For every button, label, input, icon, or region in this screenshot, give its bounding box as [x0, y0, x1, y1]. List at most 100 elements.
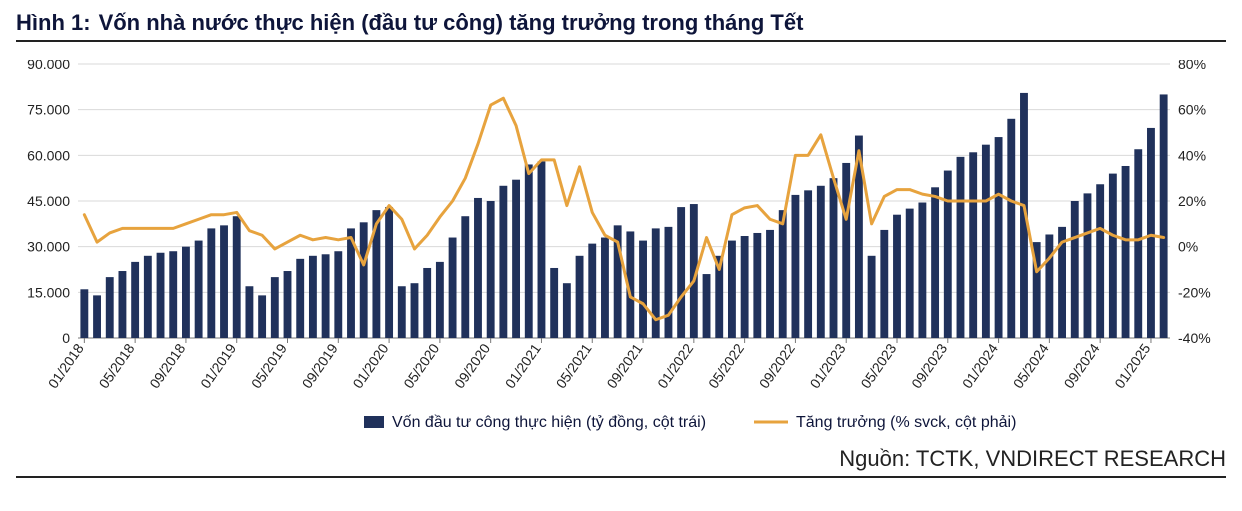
bar	[385, 207, 393, 338]
bar	[157, 253, 165, 338]
bar	[144, 256, 152, 338]
bar	[779, 210, 787, 338]
figure-title-row: Hình 1: Vốn nhà nước thực hiện (đầu tư c…	[16, 10, 1226, 42]
bar	[906, 209, 914, 338]
bar	[487, 201, 495, 338]
bar	[893, 215, 901, 338]
bar	[804, 190, 812, 338]
combo-chart: 0 15.000 30.000 45.000 60.000 75.000 90.000 -40…	[16, 60, 1226, 440]
bar	[652, 228, 660, 338]
bar	[728, 241, 736, 338]
legend-label-bar: Vốn đầu tư công thực hiện (tỷ đồng, cột …	[392, 414, 706, 431]
bar	[931, 187, 939, 338]
bar	[449, 238, 457, 338]
bar	[880, 230, 888, 338]
y-right-tick: 80%	[1178, 60, 1206, 72]
y-left-tick: 45.000	[27, 193, 70, 209]
bar	[1096, 184, 1104, 338]
bar	[753, 233, 761, 338]
y-left-tick: 0	[62, 330, 70, 346]
figure-source: Nguồn: TCTK, VNDIRECT RESEARCH	[16, 442, 1226, 478]
y-right-tick: 40%	[1178, 147, 1206, 163]
bar	[195, 241, 203, 338]
bar	[423, 268, 431, 338]
figure-label: Hình 1:	[16, 10, 91, 36]
y-left-tick: 60.000	[27, 147, 70, 163]
bar	[1084, 193, 1092, 338]
y-right-tick: 60%	[1178, 102, 1206, 118]
bar	[284, 271, 292, 338]
bar	[766, 230, 774, 338]
bar	[182, 247, 190, 338]
bar	[512, 180, 520, 338]
bar	[741, 236, 749, 338]
bar	[982, 145, 990, 338]
y-left-tick: 90.000	[27, 60, 70, 72]
legend: Vốn đầu tư công thực hiện (tỷ đồng, cột …	[364, 414, 1016, 431]
bar	[80, 289, 88, 338]
bar	[499, 186, 507, 338]
bar	[245, 286, 253, 338]
bar	[538, 161, 546, 338]
y-right-tick: 20%	[1178, 193, 1206, 209]
bar	[1109, 174, 1117, 338]
bar	[918, 203, 926, 338]
bar	[296, 259, 304, 338]
bar	[995, 137, 1003, 338]
bar	[791, 195, 799, 338]
legend-swatch-bar	[364, 416, 384, 428]
bar	[576, 256, 584, 338]
bar	[665, 227, 673, 338]
bar	[474, 198, 482, 338]
y-left-tick: 75.000	[27, 102, 70, 118]
bar	[703, 274, 711, 338]
bar	[169, 251, 177, 338]
bar	[601, 238, 609, 338]
source-prefix: Nguồn:	[839, 446, 916, 471]
bar	[1007, 119, 1015, 338]
y-right-tick: 0%	[1178, 239, 1198, 255]
bar	[1071, 201, 1079, 338]
bar	[550, 268, 558, 338]
bar	[322, 254, 330, 338]
bar	[233, 216, 241, 338]
bar	[1134, 149, 1142, 338]
legend-label-line: Tăng trưởng (% svck, cột phải)	[796, 414, 1016, 431]
bar	[677, 207, 685, 338]
bar	[93, 295, 101, 338]
bar	[258, 295, 266, 338]
bar	[309, 256, 317, 338]
bar	[944, 171, 952, 338]
bar	[131, 262, 139, 338]
y-right-tick: -40%	[1178, 330, 1211, 346]
bar	[461, 216, 469, 338]
figure-container: Hình 1: Vốn nhà nước thực hiện (đầu tư c…	[0, 0, 1242, 511]
bar	[207, 228, 215, 338]
bar	[1160, 94, 1168, 338]
bar	[436, 262, 444, 338]
y-left-tick: 15.000	[27, 284, 70, 300]
bar	[1147, 128, 1155, 338]
bar	[639, 241, 647, 338]
bar	[525, 164, 533, 338]
bar	[360, 222, 368, 338]
bar	[830, 178, 838, 338]
bar	[271, 277, 279, 338]
bar	[119, 271, 127, 338]
bar	[868, 256, 876, 338]
bar	[842, 163, 850, 338]
bar	[411, 283, 419, 338]
bar	[957, 157, 965, 338]
bar	[398, 286, 406, 338]
bar	[969, 152, 977, 338]
bar	[106, 277, 114, 338]
bar	[1122, 166, 1130, 338]
bar	[588, 244, 596, 338]
chart-area: 0 15.000 30.000 45.000 60.000 75.000 90.000 -40…	[16, 60, 1226, 440]
y-left-tick: 30.000	[27, 239, 70, 255]
bar	[334, 251, 342, 338]
bar	[817, 186, 825, 338]
figure-title: Vốn nhà nước thực hiện (đầu tư công) tăn…	[99, 10, 804, 36]
y-right-tick: -20%	[1178, 284, 1211, 300]
source-text: TCTK, VNDIRECT RESEARCH	[916, 446, 1226, 471]
